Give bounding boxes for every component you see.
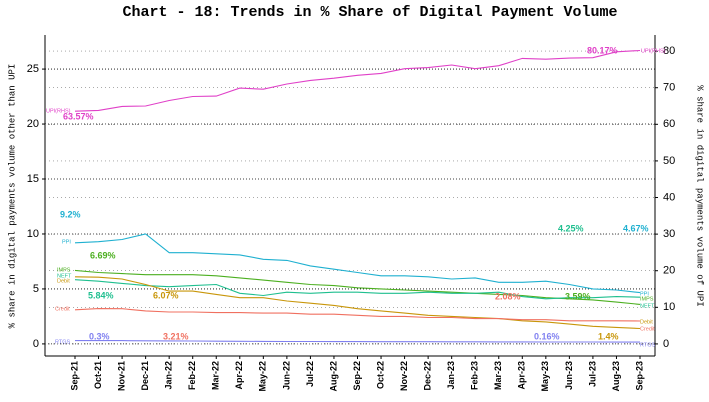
x-tick-label: Feb-22 bbox=[187, 361, 197, 390]
y2-tick-label: 60 bbox=[663, 118, 675, 130]
series-label: Credit bbox=[55, 306, 70, 312]
x-tick-label: Jan-22 bbox=[164, 361, 174, 390]
y2-tick-label: 50 bbox=[663, 155, 675, 167]
x-tick-label: Apr-23 bbox=[517, 361, 527, 390]
annotation: 0.3% bbox=[89, 331, 110, 341]
chart-title: Chart - 18: Trends in % Share of Digital… bbox=[122, 4, 617, 21]
annotation: 3.59% bbox=[565, 291, 591, 301]
series-label: Credit bbox=[640, 326, 655, 332]
x-tick-label: Sep-21 bbox=[69, 361, 79, 391]
x-tick-label: May-23 bbox=[540, 361, 550, 392]
series-line bbox=[74, 276, 641, 330]
annotation: 9.2% bbox=[60, 209, 81, 219]
series-label: NEFT bbox=[57, 273, 72, 279]
series-label: IMPS bbox=[57, 267, 71, 273]
x-tick-label: Feb-23 bbox=[470, 361, 480, 390]
x-tick-label: Oct-21 bbox=[93, 361, 103, 389]
annotation: 4.25% bbox=[558, 223, 584, 233]
series-line bbox=[74, 279, 641, 300]
y-tick-label: 25 bbox=[27, 63, 39, 75]
series-line bbox=[74, 49, 641, 112]
x-tick-label: Mar-22 bbox=[211, 361, 221, 390]
series-line bbox=[74, 308, 641, 322]
annotation: 4.67% bbox=[623, 223, 649, 233]
annotation: 6.07% bbox=[153, 290, 179, 300]
x-tick-label: May-22 bbox=[258, 361, 268, 392]
y-axis-label: % share in digital payments volume other… bbox=[7, 64, 17, 329]
series-label: NEFT bbox=[640, 303, 655, 309]
series-line bbox=[75, 340, 640, 343]
y2-tick-label: 10 bbox=[663, 301, 675, 313]
x-tick-label: Aug-23 bbox=[611, 361, 621, 392]
series-label: RTGS bbox=[55, 339, 71, 345]
series-line bbox=[74, 269, 641, 305]
annotation: 80.17% bbox=[587, 45, 618, 55]
annotation: 1.4% bbox=[598, 331, 619, 341]
x-tick-label: Jan-23 bbox=[446, 361, 456, 390]
annotation: 6.69% bbox=[90, 250, 116, 260]
series-label: Debit bbox=[57, 278, 70, 284]
x-tick-label: Jun-22 bbox=[281, 361, 291, 390]
series-label: PPI bbox=[62, 239, 71, 245]
y-tick-label: 5 bbox=[33, 283, 39, 295]
y2-axis-label: % share in digital payments volume of UP… bbox=[695, 85, 705, 306]
x-tick-label: Sep-23 bbox=[634, 361, 644, 391]
y2-tick-label: 30 bbox=[663, 228, 675, 240]
x-tick-label: Aug-22 bbox=[328, 361, 338, 392]
series-label: PPI bbox=[640, 291, 649, 297]
annotation: 3.21% bbox=[163, 331, 189, 341]
y-tick-label: 15 bbox=[27, 173, 39, 185]
y-tick-label: 20 bbox=[27, 118, 39, 130]
x-tick-label: Dec-22 bbox=[423, 361, 433, 391]
series-label: RTGS bbox=[640, 342, 656, 348]
series-label: UPI(RHS) bbox=[641, 48, 666, 54]
annotation: 63.57% bbox=[63, 111, 94, 121]
y2-tick-label: 0 bbox=[663, 338, 669, 350]
y2-tick-label: 70 bbox=[663, 82, 675, 94]
annotation: 2.08% bbox=[495, 291, 521, 301]
series-label: Debit bbox=[640, 319, 653, 325]
series-line bbox=[74, 233, 641, 294]
y-tick-label: 0 bbox=[33, 338, 39, 350]
x-tick-label: Jul-22 bbox=[305, 361, 315, 387]
x-tick-label: Nov-22 bbox=[399, 361, 409, 391]
x-tick-label: Mar-23 bbox=[493, 361, 503, 390]
x-tick-label: Jul-23 bbox=[587, 361, 597, 387]
y-tick-label: 10 bbox=[27, 228, 39, 240]
x-tick-label: Dec-21 bbox=[140, 361, 150, 391]
x-tick-label: Sep-22 bbox=[352, 361, 362, 391]
series-label: IMPS bbox=[640, 296, 654, 302]
x-tick-label: Apr-22 bbox=[234, 361, 244, 390]
x-tick-label: Oct-22 bbox=[375, 361, 385, 389]
annotation: 0.16% bbox=[534, 331, 560, 341]
y2-tick-label: 20 bbox=[663, 265, 675, 277]
x-tick-label: Nov-21 bbox=[116, 361, 126, 391]
x-tick-label: Jun-23 bbox=[564, 361, 574, 390]
y2-tick-label: 80 bbox=[663, 45, 675, 57]
annotation: 5.84% bbox=[88, 290, 114, 300]
y2-tick-label: 40 bbox=[663, 191, 675, 203]
series-label: UPI(RHS) bbox=[46, 108, 71, 114]
